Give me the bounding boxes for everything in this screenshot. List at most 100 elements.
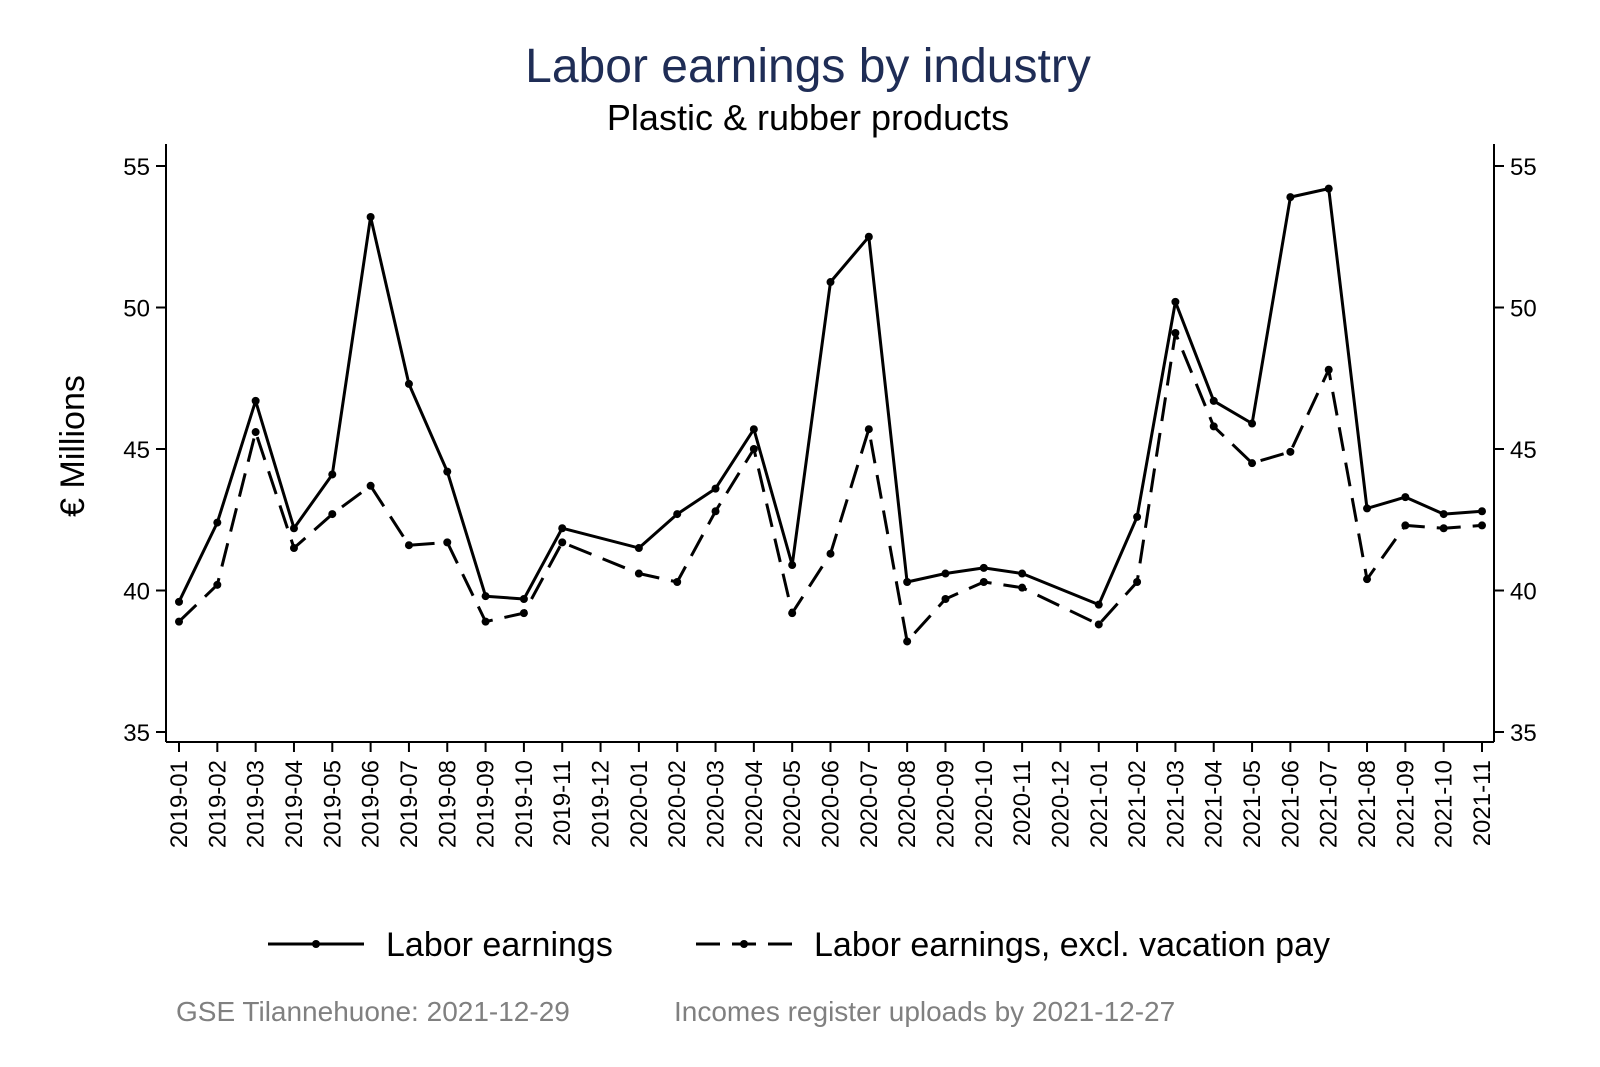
- y-tick-label-left-50: 50: [123, 296, 150, 323]
- series-point-dashed-2020-06: [826, 549, 835, 558]
- x-tick-label-2021-07: 2021-07: [1316, 760, 1343, 848]
- series-point-solid-2019-09: [481, 592, 490, 601]
- x-tick-label-2019-09: 2019-09: [473, 760, 500, 848]
- x-tick-label-2020-03: 2020-03: [703, 760, 730, 848]
- chart-title: Labor earnings by industry: [525, 40, 1091, 93]
- x-tick-label-2021-06: 2021-06: [1277, 760, 1304, 848]
- legend-label-labor-earnings-excl-vacation-pay: Labor earnings, excl. vacation pay: [814, 926, 1330, 964]
- series-point-dashed-2021-03: [1171, 328, 1180, 337]
- series-point-solid-2019-06: [366, 212, 375, 221]
- series-point-dashed-2021-01: [1094, 620, 1103, 629]
- series-point-solid-2020-04: [749, 425, 758, 434]
- x-tick-label-2020-11: 2020-11: [1009, 760, 1036, 846]
- y-tick-label-left-40: 40: [123, 579, 150, 606]
- x-tick-label-2019-12: 2019-12: [588, 760, 615, 848]
- x-tick-label-2020-10: 2020-10: [971, 760, 998, 848]
- series-point-dashed-2021-08: [1363, 575, 1372, 584]
- series-line-solid: [177, 187, 1483, 607]
- series-point-solid-2019-11: [558, 524, 567, 533]
- series-point-solid-2021-06: [1286, 193, 1295, 202]
- x-tick-label-2020-04: 2020-04: [741, 760, 768, 848]
- series-point-solid-2019-04: [289, 524, 298, 533]
- x-tick-label-2019-03: 2019-03: [243, 760, 270, 848]
- y-tick-label-right-35: 35: [1510, 720, 1537, 747]
- series-point-solid-2020-09: [941, 569, 950, 578]
- series-point-solid-2020-08: [903, 578, 912, 587]
- series-point-solid-2021-01: [1094, 600, 1103, 609]
- y-axis-title: € Millions: [54, 375, 92, 517]
- series-point-solid-2020-06: [826, 278, 835, 287]
- series-point-dashed-2021-07: [1324, 365, 1333, 374]
- y-axis-left: 35 40 45 50 55: [123, 154, 166, 747]
- series-point-solid-2020-03: [711, 484, 720, 493]
- legend-marker-solid: [312, 940, 320, 948]
- series-point-dashed-2020-07: [864, 425, 873, 434]
- y-tick-label-right-45: 45: [1510, 437, 1537, 464]
- series-point-solid-2021-08: [1363, 504, 1372, 513]
- footer-uploads-note: Incomes register uploads by 2021-12-27: [674, 996, 1175, 1027]
- series-point-dashed-2019-01: [175, 617, 183, 626]
- x-tick-label-2019-05: 2019-05: [319, 760, 346, 848]
- series-point-solid-2021-05: [1248, 419, 1257, 428]
- y-tick-label-left-45: 45: [123, 437, 150, 464]
- footer-source-note: GSE Tilannehuone: 2021-12-29: [176, 996, 570, 1027]
- x-tick-label-2019-07: 2019-07: [396, 760, 423, 848]
- series-point-solid-2020-02: [673, 510, 682, 519]
- series-point-solid-2019-10: [519, 594, 528, 603]
- chart-subtitle: Plastic & rubber products: [607, 97, 1009, 138]
- y-tick-label-right-40: 40: [1510, 579, 1537, 606]
- series-point-dashed-2020-04: [749, 445, 758, 453]
- legend-marker-dashed: [740, 940, 748, 948]
- series-point-solid-2020-05: [788, 561, 797, 570]
- x-tick-label-2021-11: 2021-11: [1469, 760, 1496, 846]
- x-tick-label-2019-11: 2019-11: [549, 760, 576, 846]
- series-point-dashed-2020-11: [1018, 583, 1027, 592]
- series-point-dashed-2019-04: [289, 544, 298, 553]
- series-point-solid-2019-03: [251, 396, 260, 405]
- legend-item-labor-earnings: Labor earnings: [268, 926, 613, 964]
- x-tick-label-2020-12: 2020-12: [1047, 760, 1074, 848]
- series-point-dashed-2019-05: [328, 510, 337, 519]
- series-point-dashed-2019-11: [558, 538, 567, 547]
- x-tick-label-2019-02: 2019-02: [204, 760, 231, 848]
- x-tick-label-2019-01: 2019-01: [166, 760, 193, 848]
- x-tick-label-2021-03: 2021-03: [1162, 760, 1189, 848]
- x-tick-label-2021-02: 2021-02: [1124, 760, 1151, 848]
- series-point-solid-2020-07: [864, 232, 873, 241]
- x-tick-label-2020-06: 2020-06: [818, 760, 845, 848]
- legend-label-labor-earnings: Labor earnings: [386, 926, 613, 964]
- series-point-solid-2019-01: [175, 597, 183, 606]
- series-point-dashed-2021-06: [1286, 447, 1295, 456]
- x-tick-label-2021-04: 2021-04: [1201, 760, 1228, 848]
- series-point-solid-2020-01: [634, 544, 643, 553]
- series-point-dashed-2021-09: [1401, 521, 1410, 530]
- x-tick-label-2020-08: 2020-08: [894, 760, 921, 848]
- series-point-solid-2021-09: [1401, 493, 1410, 502]
- y-tick-label-right-55: 55: [1510, 154, 1537, 181]
- series-point-dashed-2019-08: [443, 538, 452, 547]
- series-point-solid-2019-08: [443, 467, 452, 476]
- x-tick-label-2021-05: 2021-05: [1239, 760, 1266, 848]
- series-point-solid-2021-07: [1324, 184, 1333, 193]
- legend: Labor earnings Labor earnings, excl. vac…: [268, 926, 1330, 964]
- series-line-dashed: [177, 331, 1483, 643]
- series-point-dashed-2021-11: [1478, 521, 1486, 530]
- series-point-solid-2019-07: [404, 379, 413, 388]
- x-tick-label-2021-09: 2021-09: [1392, 760, 1419, 848]
- series-point-dashed-2019-09: [481, 617, 490, 626]
- legend-item-labor-earnings-excl-vacation-pay: Labor earnings, excl. vacation pay: [696, 926, 1330, 964]
- series-point-solid-2020-10: [979, 563, 988, 572]
- series-point-solid-2020-11: [1018, 569, 1027, 578]
- series-point-solid-2021-04: [1209, 396, 1218, 405]
- x-tick-label-2021-10: 2021-10: [1431, 760, 1458, 848]
- x-tick-label-2020-01: 2020-01: [626, 760, 653, 848]
- x-tick-label-2019-08: 2019-08: [434, 760, 461, 848]
- y-tick-label-right-50: 50: [1510, 296, 1537, 323]
- y-axis-right: 35 40 45 50 55: [1494, 154, 1537, 747]
- series-point-dashed-2020-05: [788, 609, 797, 618]
- x-tick-label-2019-10: 2019-10: [511, 760, 538, 848]
- series-point-solid-2019-02: [213, 518, 222, 527]
- series-point-dashed-2021-04: [1209, 422, 1218, 431]
- series-point-solid-2021-11: [1478, 507, 1486, 516]
